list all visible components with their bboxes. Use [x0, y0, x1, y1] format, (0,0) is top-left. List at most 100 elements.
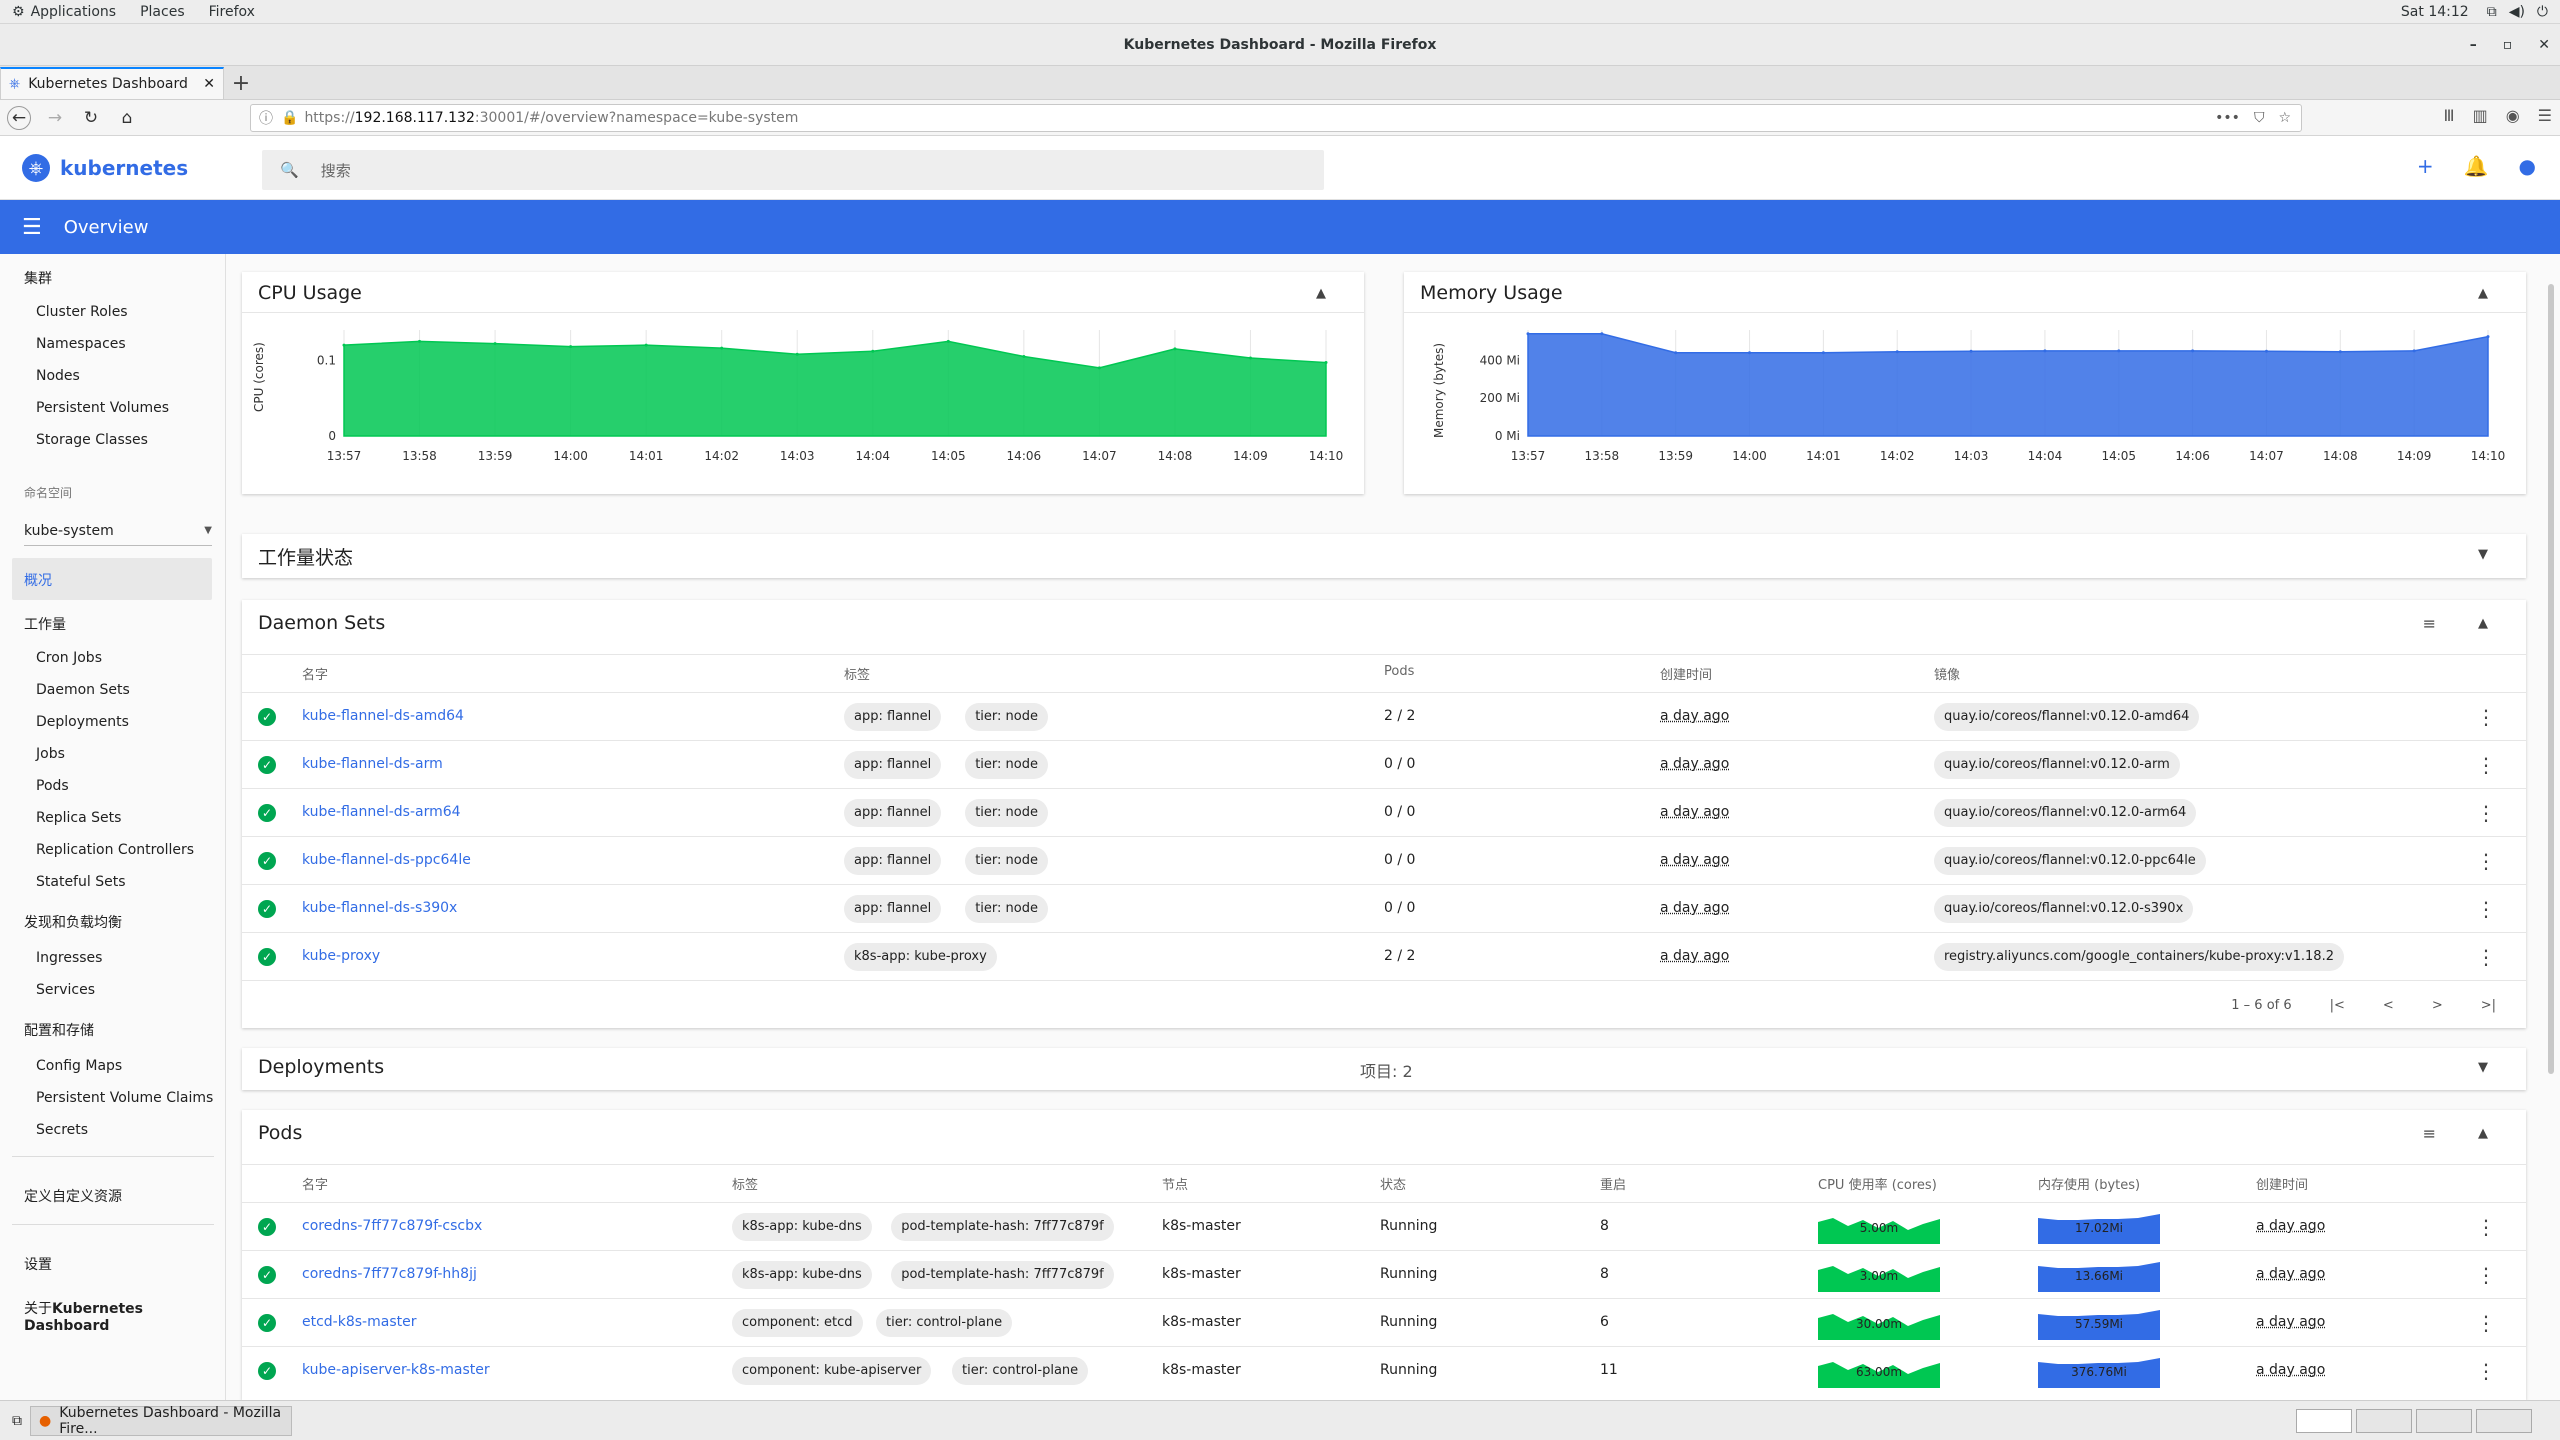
- close-window-icon[interactable]: ✕: [2538, 37, 2550, 53]
- sidebar-heading-workloads[interactable]: 工作量: [24, 617, 66, 633]
- minimize-icon[interactable]: –: [2469, 37, 2477, 53]
- collapse-chevron-icon[interactable]: ▲: [2478, 286, 2488, 301]
- sidebar-heading-discovery[interactable]: 发现和负载均衡: [24, 915, 122, 931]
- sidebar-item-crd[interactable]: 定义自定义资源: [24, 1189, 122, 1205]
- sidebar-item-about[interactable]: 关于Kubernetes Dashboard: [24, 1298, 225, 1334]
- workload-status-card[interactable]: 工作量状态 ▼: [242, 534, 2526, 578]
- more-actions-icon[interactable]: ⋮: [2476, 753, 2496, 777]
- show-desktop-icon[interactable]: ⧉: [12, 1412, 22, 1429]
- daemon-set-name-link[interactable]: kube-flannel-ds-arm: [302, 756, 443, 772]
- sidebar-item-cron-jobs[interactable]: Cron Jobs: [36, 650, 102, 666]
- daemon-set-name-link[interactable]: kube-flannel-ds-ppc64le: [302, 852, 471, 868]
- column-header-created[interactable]: 创建时间: [1660, 668, 1713, 683]
- new-tab-button[interactable]: +: [231, 70, 251, 96]
- collapse-chevron-icon[interactable]: ▲: [1316, 286, 1326, 301]
- workspace-2[interactable]: [2356, 1409, 2412, 1433]
- sidebar-item-namespaces[interactable]: Namespaces: [36, 336, 126, 352]
- sidebar-item-pods[interactable]: Pods: [36, 778, 69, 794]
- expand-chevron-icon[interactable]: ▼: [2478, 1060, 2488, 1075]
- applications-menu[interactable]: ⚙ Applications: [0, 4, 128, 20]
- created-time[interactable]: a day ago: [1660, 804, 1730, 820]
- created-time[interactable]: a day ago: [1660, 852, 1730, 868]
- workspace-1[interactable]: [2296, 1409, 2352, 1433]
- pod-name-link[interactable]: etcd-k8s-master: [302, 1314, 417, 1330]
- more-actions-icon[interactable]: ⋮: [2476, 801, 2496, 825]
- bookmark-star-icon[interactable]: ☆: [2278, 110, 2291, 126]
- page-actions-icon[interactable]: •••: [2215, 110, 2240, 126]
- namespace-select[interactable]: kube-system ▼: [24, 516, 212, 546]
- library-icon[interactable]: Ⅲ: [2443, 106, 2455, 125]
- sidebar-item-overview[interactable]: 概况: [24, 573, 52, 589]
- sidebar-item-config-maps[interactable]: Config Maps: [36, 1058, 123, 1074]
- column-header-name[interactable]: 名字: [302, 668, 329, 683]
- column-header-created[interactable]: 创建时间: [2256, 1178, 2309, 1193]
- sidebar-heading-config[interactable]: 配置和存储: [24, 1023, 94, 1039]
- sidebar-item-ingresses[interactable]: Ingresses: [36, 950, 103, 966]
- sidebar-item-storage-classes[interactable]: Storage Classes: [36, 432, 148, 448]
- page-scrollbar[interactable]: [2548, 284, 2554, 1074]
- sidebar-item-settings[interactable]: 设置: [24, 1257, 52, 1273]
- notifications-bell-icon[interactable]: 🔔: [2463, 154, 2489, 178]
- home-button[interactable]: ⌂: [110, 103, 144, 133]
- url-bar[interactable]: ⓘ 🔒 https://192.168.117.132:30001/#/over…: [250, 104, 2302, 132]
- prev-page-icon[interactable]: <: [2382, 997, 2394, 1013]
- sidebar-item-pvcs[interactable]: Persistent Volume Claims: [36, 1090, 214, 1106]
- back-button[interactable]: ←: [2, 103, 36, 133]
- create-plus-icon[interactable]: +: [2416, 154, 2434, 178]
- reload-button[interactable]: ↻: [74, 103, 108, 133]
- collapse-chevron-icon[interactable]: ▲: [2478, 616, 2488, 631]
- filter-icon[interactable]: ≡: [2422, 1124, 2436, 1143]
- workspace-switcher[interactable]: [2296, 1409, 2532, 1433]
- pod-name-link[interactable]: coredns-7ff77c879f-cscbx: [302, 1218, 483, 1234]
- search-bar[interactable]: 🔍 搜索: [262, 150, 1324, 190]
- next-page-icon[interactable]: >: [2431, 997, 2443, 1013]
- more-actions-icon[interactable]: ⋮: [2476, 1311, 2496, 1335]
- more-actions-icon[interactable]: ⋮: [2476, 897, 2496, 921]
- sidebar-item-deployments[interactable]: Deployments: [36, 714, 129, 730]
- browser-tab[interactable]: ⎈ Kubernetes Dashboard ✕: [0, 67, 224, 99]
- column-header-status[interactable]: 状态: [1380, 1178, 1407, 1193]
- filter-icon[interactable]: ≡: [2422, 614, 2436, 633]
- last-page-icon[interactable]: >|: [2480, 997, 2496, 1013]
- created-time[interactable]: a day ago: [1660, 948, 1730, 964]
- column-header-node[interactable]: 节点: [1162, 1178, 1189, 1193]
- sidebar-item-nodes[interactable]: Nodes: [36, 368, 80, 384]
- close-tab-icon[interactable]: ✕: [203, 76, 215, 92]
- daemon-set-name-link[interactable]: kube-proxy: [302, 948, 381, 964]
- node-name[interactable]: k8s-master: [1162, 1362, 1241, 1378]
- maximize-icon[interactable]: ▫: [2502, 37, 2513, 53]
- node-name[interactable]: k8s-master: [1162, 1218, 1241, 1234]
- places-menu[interactable]: Places: [128, 4, 197, 20]
- user-account-icon[interactable]: ●: [2518, 154, 2536, 178]
- sidebar-item-secrets[interactable]: Secrets: [36, 1122, 89, 1138]
- sidebar-item-jobs[interactable]: Jobs: [36, 746, 65, 762]
- created-time[interactable]: a day ago: [1660, 900, 1730, 916]
- created-time[interactable]: a day ago: [2256, 1314, 2326, 1330]
- node-name[interactable]: k8s-master: [1162, 1266, 1241, 1282]
- created-time[interactable]: a day ago: [2256, 1362, 2326, 1378]
- expand-chevron-icon[interactable]: ▼: [2478, 547, 2488, 562]
- sidebar-toggle-icon[interactable]: ▥: [2472, 106, 2488, 125]
- workspace-3[interactable]: [2416, 1409, 2472, 1433]
- deployments-card[interactable]: Deployments 项目: 2 ▼: [242, 1048, 2526, 1090]
- more-actions-icon[interactable]: ⋮: [2476, 1263, 2496, 1287]
- account-icon[interactable]: ◉: [2505, 106, 2520, 125]
- created-time[interactable]: a day ago: [2256, 1218, 2326, 1234]
- column-header-name[interactable]: 名字: [302, 1178, 329, 1193]
- info-icon[interactable]: ⓘ: [259, 111, 273, 127]
- nav-menu-icon[interactable]: ☰: [22, 214, 42, 240]
- forward-button[interactable]: →: [38, 103, 72, 133]
- created-time[interactable]: a day ago: [2256, 1266, 2326, 1282]
- more-actions-icon[interactable]: ⋮: [2476, 945, 2496, 969]
- firefox-menu[interactable]: Firefox: [197, 4, 267, 20]
- more-actions-icon[interactable]: ⋮: [2476, 849, 2496, 873]
- sidebar-item-replica-sets[interactable]: Replica Sets: [36, 810, 122, 826]
- system-tray[interactable]: ⧉ ◀) ⏻: [2487, 4, 2548, 20]
- workspace-4[interactable]: [2476, 1409, 2532, 1433]
- created-time[interactable]: a day ago: [1660, 708, 1730, 724]
- daemon-set-name-link[interactable]: kube-flannel-ds-amd64: [302, 708, 464, 724]
- pod-name-link[interactable]: coredns-7ff77c879f-hh8jj: [302, 1266, 477, 1282]
- first-page-icon[interactable]: |<: [2329, 997, 2345, 1013]
- collapse-chevron-icon[interactable]: ▲: [2478, 1126, 2488, 1141]
- sidebar-heading-cluster[interactable]: 集群: [24, 271, 52, 287]
